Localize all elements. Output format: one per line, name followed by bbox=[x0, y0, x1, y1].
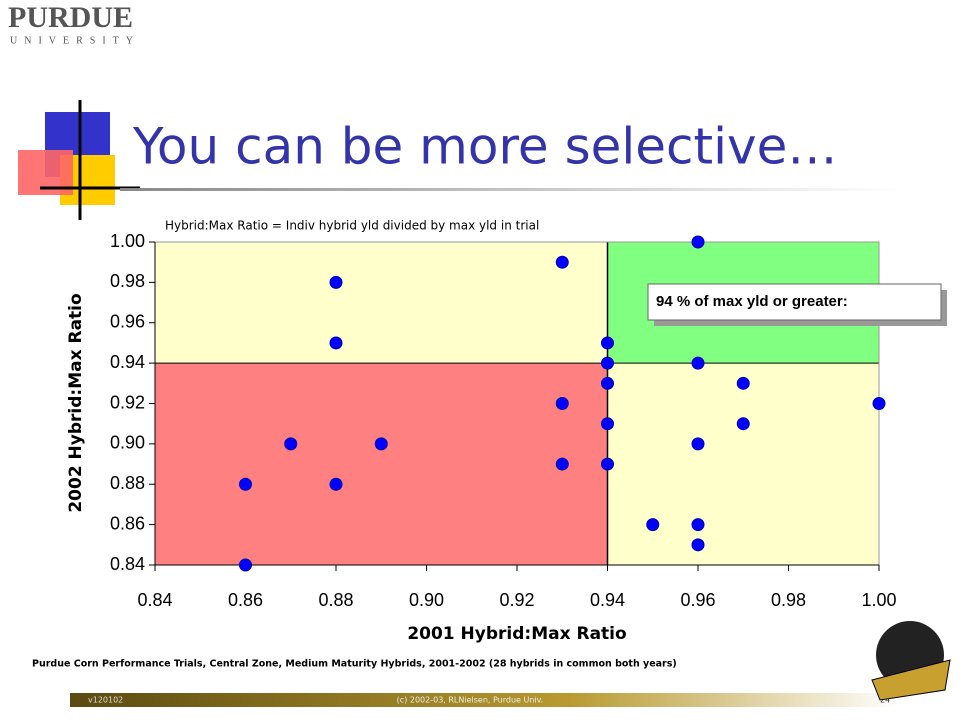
annotation: 94 % of max yld or greater: bbox=[656, 293, 848, 310]
point bbox=[555, 397, 569, 410]
point bbox=[601, 336, 614, 350]
footer-version: v120102 bbox=[88, 696, 123, 705]
footer-copyright: (c) 2002-03, RLNielsen, Purdue Univ. bbox=[397, 696, 544, 705]
slide-title: You can be more selective… bbox=[132, 118, 837, 176]
y-tick-label: 0.88 bbox=[110, 473, 145, 493]
y-tick-label: 0.92 bbox=[110, 392, 145, 412]
point bbox=[555, 255, 569, 269]
point bbox=[601, 356, 614, 370]
point bbox=[736, 376, 750, 390]
point bbox=[691, 518, 705, 532]
x-tick-label: 0.92 bbox=[499, 590, 534, 610]
y-tick-label: 0.98 bbox=[110, 271, 145, 291]
region-mixed bbox=[155, 242, 608, 364]
point bbox=[329, 477, 343, 491]
logo-sub: UNIVERSITY bbox=[10, 35, 140, 46]
point bbox=[691, 437, 705, 451]
region-mixed bbox=[607, 363, 879, 565]
logo-name: PURDUE bbox=[8, 1, 133, 34]
emblem bbox=[871, 621, 951, 701]
point bbox=[691, 356, 705, 370]
chart-title: Hybrid:Max Ratio = Indiv hybrid yld divi… bbox=[165, 219, 539, 233]
point bbox=[601, 457, 614, 471]
point bbox=[555, 457, 569, 471]
point bbox=[736, 417, 750, 431]
point bbox=[691, 538, 705, 552]
y-tick-label: 0.96 bbox=[110, 312, 145, 332]
y-tick-label: 0.90 bbox=[110, 433, 145, 453]
point bbox=[601, 376, 614, 390]
plot: 0.84 0.86 0.88 0.90 0.92 0.94 0.96 0.98 1.00 0.84… bbox=[110, 231, 897, 610]
y-axis-label: 2002 Hybrid:Max Ratio bbox=[66, 293, 86, 512]
x-tick-label: 0.88 bbox=[318, 590, 353, 610]
y-tick-label: 1.00 bbox=[110, 231, 145, 251]
point bbox=[239, 558, 252, 572]
point bbox=[329, 336, 343, 350]
point bbox=[601, 417, 614, 431]
x-tick-label: 0.90 bbox=[409, 590, 444, 610]
point bbox=[872, 397, 886, 410]
region-low bbox=[155, 363, 608, 565]
footnote: Purdue Corn Performance Trials, Central … bbox=[32, 659, 677, 670]
title-rule bbox=[120, 188, 900, 191]
point bbox=[691, 235, 705, 249]
footer-page: 24 bbox=[880, 696, 890, 705]
x-tick-label: 0.98 bbox=[771, 590, 806, 610]
x-axis-label: 2001 Hybrid:Max Ratio bbox=[407, 624, 626, 644]
x-tick-label: 0.86 bbox=[228, 590, 263, 610]
y-tick-label: 0.84 bbox=[110, 554, 145, 574]
x-tick-label: 0.84 bbox=[137, 590, 172, 610]
y-tick-label: 0.86 bbox=[110, 513, 145, 533]
footer-bar bbox=[70, 693, 900, 707]
point bbox=[646, 518, 660, 532]
x-tick-label: 0.94 bbox=[590, 590, 625, 610]
point bbox=[374, 437, 388, 451]
x-tick-label: 1.00 bbox=[861, 590, 896, 610]
point bbox=[284, 437, 298, 451]
point bbox=[329, 275, 343, 289]
y-tick-label: 0.94 bbox=[110, 352, 145, 372]
point bbox=[239, 477, 252, 491]
annotation-box bbox=[647, 283, 942, 321]
x-tick-label: 0.96 bbox=[680, 590, 715, 610]
